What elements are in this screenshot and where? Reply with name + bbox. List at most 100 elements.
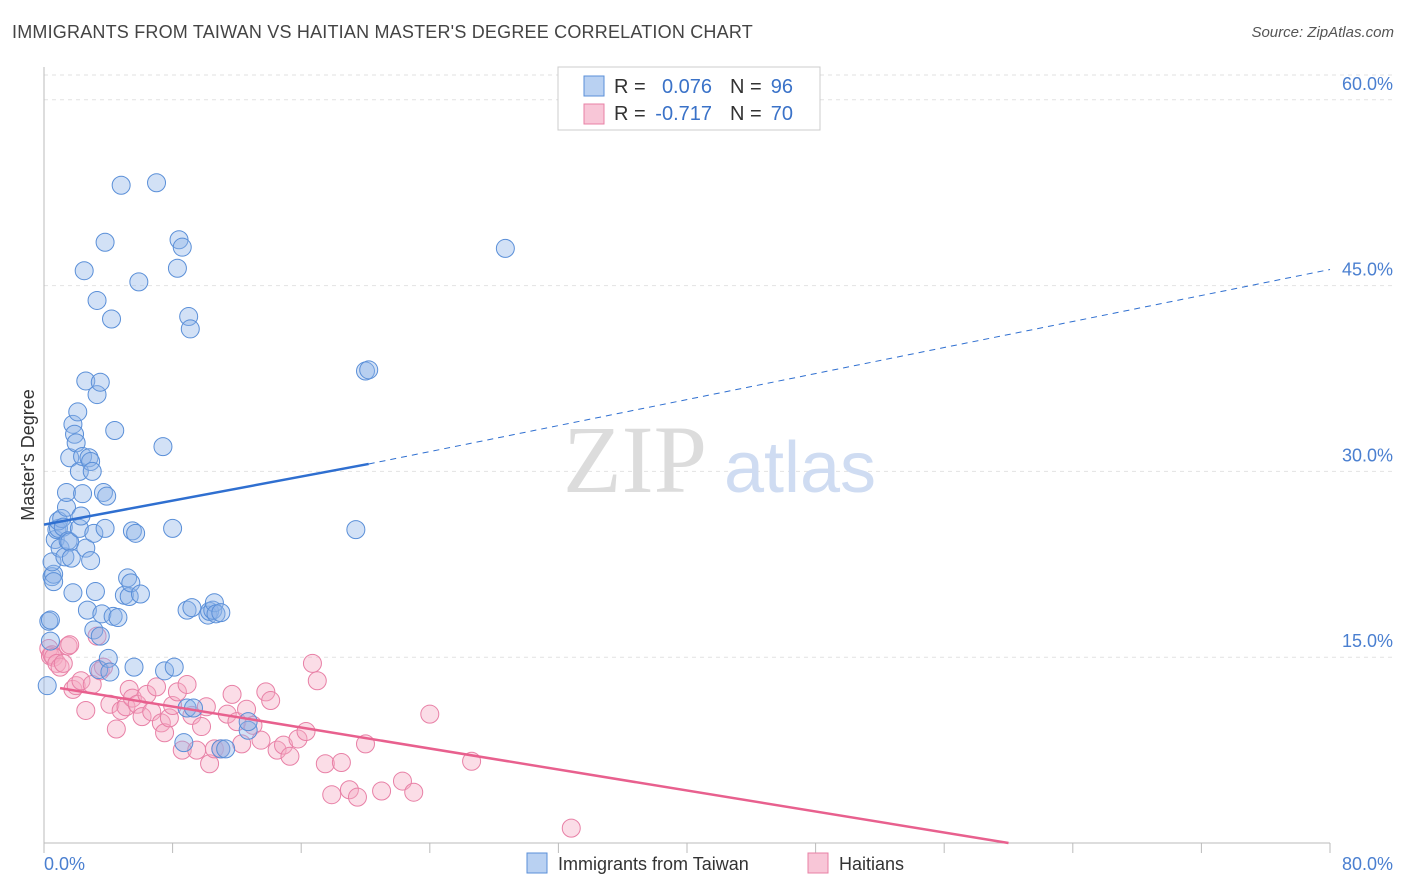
point-immigrants-from-taiwan [102, 309, 122, 329]
data-points [37, 173, 581, 838]
point-immigrants-from-taiwan [55, 547, 75, 567]
point-haitians [167, 682, 187, 702]
point-immigrants-from-taiwan [179, 307, 199, 327]
point-haitians [347, 787, 367, 807]
point-haitians [274, 735, 294, 755]
legend-r-value-2: -0.717 [655, 103, 712, 125]
point-haitians [172, 740, 192, 760]
point-haitians [331, 752, 351, 772]
point-haitians [204, 739, 224, 759]
legend-r-label-2: R = [614, 103, 646, 125]
point-immigrants-from-taiwan [85, 582, 105, 602]
x-tick-label: 0.0% [44, 854, 85, 874]
point-immigrants-from-taiwan [147, 173, 167, 193]
gridlines [44, 74, 1395, 658]
point-haitians [372, 781, 392, 801]
point-haitians [155, 723, 175, 743]
point-immigrants-from-taiwan [167, 258, 187, 278]
point-haitians [256, 682, 276, 702]
point-immigrants-from-taiwan [89, 660, 109, 680]
point-immigrants-from-taiwan [238, 712, 258, 732]
legend-series-haitians: Haitians [839, 854, 904, 874]
point-immigrants-from-taiwan [87, 385, 107, 405]
legend-swatch-taiwan [583, 75, 605, 97]
point-haitians [93, 657, 113, 677]
point-haitians [200, 754, 220, 774]
point-immigrants-from-taiwan [44, 572, 64, 592]
point-immigrants-from-taiwan [77, 600, 97, 620]
point-immigrants-from-taiwan [130, 584, 150, 604]
point-immigrants-from-taiwan [105, 421, 125, 441]
point-immigrants-from-taiwan [174, 733, 194, 753]
correlation-legend: R = 0.076 N = 96 R = -0.717 N = 70 [557, 66, 821, 131]
point-immigrants-from-taiwan [155, 661, 175, 681]
point-immigrants-from-taiwan [69, 518, 89, 538]
point-haitians [71, 671, 91, 691]
point-immigrants-from-taiwan [57, 482, 77, 502]
point-immigrants-from-taiwan [82, 461, 102, 481]
legend-r-value-1: 0.076 [662, 76, 712, 98]
point-immigrants-from-taiwan [68, 402, 88, 422]
point-immigrants-from-taiwan [40, 631, 60, 651]
point-haitians [76, 700, 96, 720]
point-haitians [47, 653, 67, 673]
point-immigrants-from-taiwan [40, 610, 60, 630]
point-immigrants-from-taiwan [121, 573, 141, 593]
point-immigrants-from-taiwan [211, 739, 231, 759]
point-immigrants-from-taiwan [95, 232, 115, 252]
chart-title: IMMIGRANTS FROM TAIWAN VS HAITIAN MASTER… [12, 22, 753, 42]
point-haitians [60, 635, 80, 655]
point-haitians [261, 691, 281, 711]
y-axis-title: Master's Degree [18, 389, 38, 520]
point-immigrants-from-taiwan [93, 482, 113, 502]
point-haitians [280, 746, 300, 766]
point-immigrants-from-taiwan [164, 657, 184, 677]
point-haitians [315, 754, 335, 774]
point-haitians [296, 722, 316, 742]
point-immigrants-from-taiwan [356, 361, 375, 381]
watermark-atlas: atlas [724, 428, 876, 508]
point-haitians [106, 719, 126, 739]
point-immigrants-from-taiwan [124, 657, 144, 677]
legend-swatch-haitians [583, 103, 605, 125]
point-immigrants-from-taiwan [163, 518, 183, 538]
point-immigrants-from-taiwan [119, 586, 139, 606]
point-immigrants-from-taiwan [359, 360, 379, 380]
trend-lines [43, 268, 1331, 845]
series-legend: Immigrants from Taiwan Haitians [526, 852, 904, 874]
point-immigrants-from-taiwan [76, 371, 96, 391]
x-tick-label: 80.0% [1342, 854, 1393, 874]
point-immigrants-from-taiwan [63, 583, 83, 603]
point-immigrants-from-taiwan [129, 272, 149, 292]
axes: 15.0% 30.0% 45.0% 60.0% 0.0% 80.0% [43, 67, 1393, 874]
point-haitians [302, 653, 322, 673]
point-haitians [307, 671, 327, 691]
point-haitians [251, 730, 271, 750]
watermark-zip: ZIP [563, 406, 707, 513]
point-immigrants-from-taiwan [100, 662, 120, 682]
point-haitians [147, 677, 167, 697]
point-immigrants-from-taiwan [216, 739, 236, 759]
y-tick-label: 45.0% [1342, 260, 1393, 280]
point-haitians [339, 780, 359, 800]
point-immigrants-from-taiwan [126, 523, 146, 543]
point-immigrants-from-taiwan [118, 568, 138, 588]
point-immigrants-from-taiwan [346, 520, 366, 540]
y-tick-label: 60.0% [1342, 74, 1393, 94]
legend-n-label-1: N = [730, 76, 762, 98]
point-immigrants-from-taiwan [39, 611, 59, 631]
point-immigrants-from-taiwan [63, 414, 83, 434]
point-immigrants-from-taiwan [180, 319, 200, 339]
legend-n-label-2: N = [730, 103, 762, 125]
point-haitians [44, 647, 64, 667]
point-immigrants-from-taiwan [122, 521, 142, 541]
trend-line [43, 462, 369, 526]
point-immigrants-from-taiwan [153, 437, 173, 457]
point-immigrants-from-taiwan [97, 486, 117, 506]
point-immigrants-from-taiwan [81, 451, 101, 471]
point-immigrants-from-taiwan [57, 497, 77, 517]
point-immigrants-from-taiwan [108, 608, 128, 628]
point-haitians [39, 639, 59, 659]
point-immigrants-from-taiwan [76, 538, 96, 558]
y-tick-label: 30.0% [1342, 445, 1393, 465]
